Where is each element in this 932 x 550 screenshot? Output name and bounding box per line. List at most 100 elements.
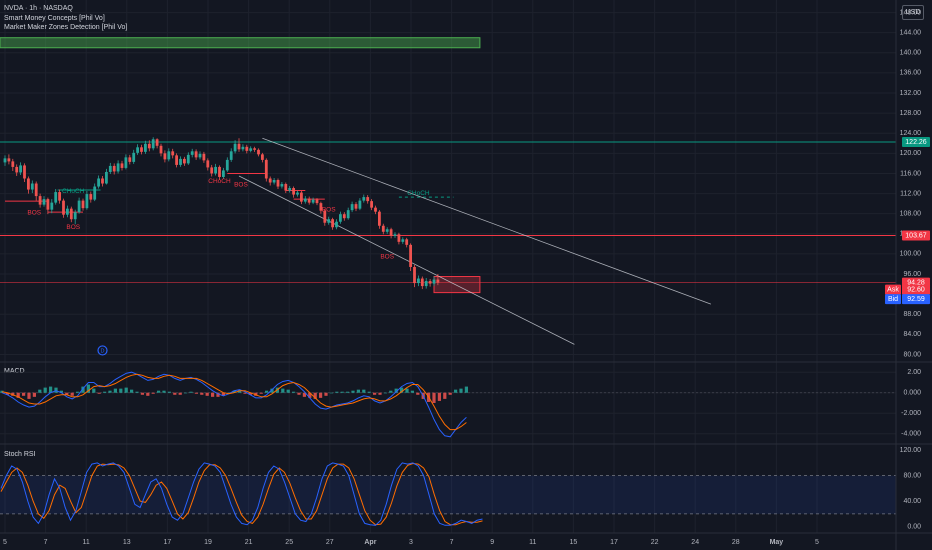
candle-body[interactable] [30,183,34,190]
candle-body[interactable] [186,154,190,164]
macd-pane[interactable]: MACD [0,368,896,438]
candle-body[interactable] [424,281,428,287]
candle-body[interactable] [354,204,358,209]
candle-body[interactable] [323,210,327,223]
candle-body[interactable] [417,278,420,284]
candle-body[interactable] [432,279,436,284]
candle-body[interactable] [241,146,245,150]
candle-body[interactable] [280,184,284,187]
candle-body[interactable] [194,151,198,158]
candle-body[interactable] [229,151,233,160]
candle-body[interactable] [276,179,280,187]
candle-body[interactable] [428,281,432,284]
currency-button[interactable]: USD [902,5,924,20]
candle-body[interactable] [7,158,11,162]
candle-body[interactable] [420,278,424,287]
candle-body[interactable] [50,202,54,210]
candle-body[interactable] [264,159,268,179]
candle-body[interactable] [190,151,194,155]
candle-body[interactable] [206,160,210,168]
candle-body[interactable] [350,204,354,211]
candle-body[interactable] [327,219,331,223]
candle-body[interactable] [210,167,214,174]
candle-body[interactable] [222,170,225,177]
candle-body[interactable] [85,194,89,209]
candle-body[interactable] [381,225,385,232]
candle-body[interactable] [3,158,7,163]
candle-body[interactable] [120,163,124,168]
candle-body[interactable] [38,196,42,205]
candle-body[interactable] [346,210,350,219]
candle-body[interactable] [218,166,221,177]
candle-body[interactable] [42,199,46,205]
candle-body[interactable] [58,192,61,201]
candle-body[interactable] [163,153,167,160]
candle-body[interactable] [397,234,401,242]
indicator-smc-label[interactable]: Smart Money Concepts [Phil Vo] [4,15,105,22]
candle-body[interactable] [66,208,69,215]
candle-body[interactable] [366,197,370,202]
candle-body[interactable] [214,166,217,174]
candle-body[interactable] [261,154,264,160]
candle-body[interactable] [284,184,288,191]
candle-body[interactable] [225,159,229,171]
candle-body[interactable] [296,192,299,195]
candle-body[interactable] [202,153,206,161]
candle-body[interactable] [140,147,143,152]
candle-body[interactable] [272,179,276,183]
candle-body[interactable] [409,244,412,267]
candle-body[interactable] [233,143,237,152]
candle-body[interactable] [198,153,202,158]
candle-body[interactable] [23,165,26,179]
candle-body[interactable] [413,266,416,284]
candle-body[interactable] [319,203,323,211]
candle-body[interactable] [292,188,295,195]
candle-body[interactable] [237,143,241,150]
candle-body[interactable] [62,200,65,215]
candle-body[interactable] [34,183,38,197]
candle-body[interactable] [132,152,136,162]
candle-body[interactable] [370,201,373,208]
candle-body[interactable] [253,148,256,150]
candle-body[interactable] [11,161,15,167]
candle-body[interactable] [300,192,303,202]
event-marker-icon[interactable] [97,345,108,356]
candle-body[interactable] [27,178,30,190]
candle-body[interactable] [385,229,389,232]
candlestick-series[interactable] [3,137,440,290]
candle-body[interactable] [401,239,405,242]
candle-body[interactable] [405,239,409,245]
candle-body[interactable] [69,208,73,220]
candle-body[interactable] [315,199,319,204]
candle-body[interactable] [136,147,139,153]
candle-body[interactable] [342,214,346,219]
candle-body[interactable] [288,188,292,191]
candle-body[interactable] [112,165,116,172]
symbol-title[interactable]: NVDA · 1h · NASDAQ [4,5,73,12]
candle-body[interactable] [15,166,19,173]
candle-body[interactable] [101,178,104,184]
candle-body[interactable] [171,151,175,156]
candle-body[interactable] [249,148,253,151]
candle-body[interactable] [393,234,397,236]
price-axis[interactable]: 148.00 144.00 140.00 136.00 132.00 128.00 124.… [885,9,930,530]
candle-body[interactable] [89,194,93,200]
candle-body[interactable] [374,207,377,212]
candle-body[interactable] [128,157,132,162]
candle-body[interactable] [73,212,77,220]
candle-body[interactable] [81,200,85,209]
candle-body[interactable] [331,219,334,228]
candle-body[interactable] [124,157,128,168]
candle-body[interactable] [362,197,366,201]
candle-body[interactable] [116,163,120,172]
candle-body[interactable] [339,214,342,222]
candle-body[interactable] [108,165,112,172]
candle-body[interactable] [46,199,50,210]
candle-body[interactable] [97,178,100,187]
candle-body[interactable] [19,165,22,173]
candle-body[interactable] [93,186,97,200]
stoch-rsi-pane[interactable]: Stoch RSI [0,451,896,526]
candle-body[interactable] [335,221,338,228]
indicator-mmz-label[interactable]: Market Maker Zones Detection [Phil Vo] [4,24,128,31]
